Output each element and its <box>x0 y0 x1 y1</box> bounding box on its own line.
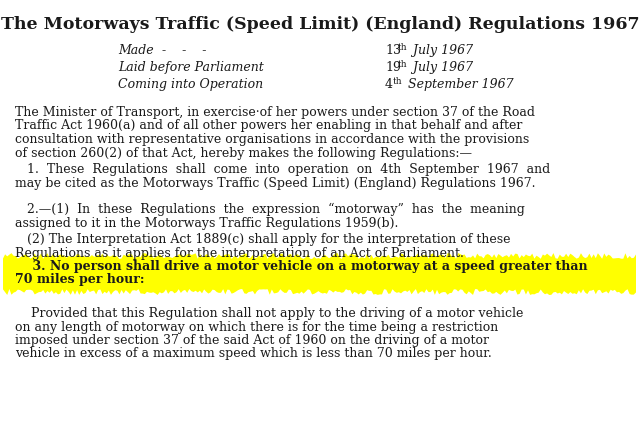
Text: July 1967: July 1967 <box>409 61 473 74</box>
Text: 13: 13 <box>385 44 401 57</box>
Text: th: th <box>393 77 403 86</box>
Text: th: th <box>398 60 408 69</box>
Text: 1.  These  Regulations  shall  come  into  operation  on  4th  September  1967  : 1. These Regulations shall come into ope… <box>15 162 550 176</box>
Text: Laid before Parliament: Laid before Parliament <box>118 61 264 74</box>
Text: Traffic Act 1960(a) and of all other powers her enabling in that behalf and afte: Traffic Act 1960(a) and of all other pow… <box>15 119 522 132</box>
Text: may be cited as the Motorways Traffic (Speed Limit) (England) Regulations 1967.: may be cited as the Motorways Traffic (S… <box>15 176 536 189</box>
Text: 4: 4 <box>385 78 393 91</box>
Text: September 1967: September 1967 <box>404 78 514 91</box>
Text: (2) The Interpretation Act 1889(c) shall apply for the interpretation of these: (2) The Interpretation Act 1889(c) shall… <box>15 233 511 245</box>
Text: consultation with representative organisations in accordance with the provisions: consultation with representative organis… <box>15 133 529 146</box>
Text: vehicle in excess of a maximum speed which is less than 70 miles per hour.: vehicle in excess of a maximum speed whi… <box>15 347 492 360</box>
Text: Made: Made <box>118 44 154 57</box>
Text: on any length of motorway on which there is for the time being a restriction: on any length of motorway on which there… <box>15 320 499 333</box>
Polygon shape <box>3 254 636 295</box>
Text: 2.—(1)  In  these  Regulations  the  expression  “motorway”  has  the  meaning: 2.—(1) In these Regulations the expressi… <box>15 202 525 216</box>
Text: Coming into Operation: Coming into Operation <box>118 78 263 91</box>
Text: -    -    -: - - - <box>162 44 206 57</box>
Text: July 1967: July 1967 <box>409 44 473 57</box>
Text: assigned to it in the Motorways Traffic Regulations 1959(b).: assigned to it in the Motorways Traffic … <box>15 216 398 229</box>
Text: The Minister of Transport, in exercise·of her powers under section 37 of the Roa: The Minister of Transport, in exercise·o… <box>15 106 535 119</box>
Text: The Motorways Traffic (Speed Limit) (England) Regulations 1967: The Motorways Traffic (Speed Limit) (Eng… <box>1 16 639 33</box>
Text: Regulations as it applies for the interpretation of an Act of Parliament.: Regulations as it applies for the interp… <box>15 246 464 259</box>
Text: 70 miles per hour:: 70 miles per hour: <box>15 273 145 286</box>
Text: of section 260(2) of that Act, hereby makes the following Regulations:—: of section 260(2) of that Act, hereby ma… <box>15 146 472 159</box>
Text: Provided that this Regulation shall not apply to the driving of a motor vehicle: Provided that this Regulation shall not … <box>15 306 524 319</box>
Text: th: th <box>398 43 408 52</box>
Text: 3. No person shall drive a motor vehicle on a motorway at a speed greater than: 3. No person shall drive a motor vehicle… <box>15 259 588 272</box>
Text: imposed under section 37 of the said Act of 1960 on the driving of a motor: imposed under section 37 of the said Act… <box>15 333 489 346</box>
Text: 19: 19 <box>385 61 401 74</box>
